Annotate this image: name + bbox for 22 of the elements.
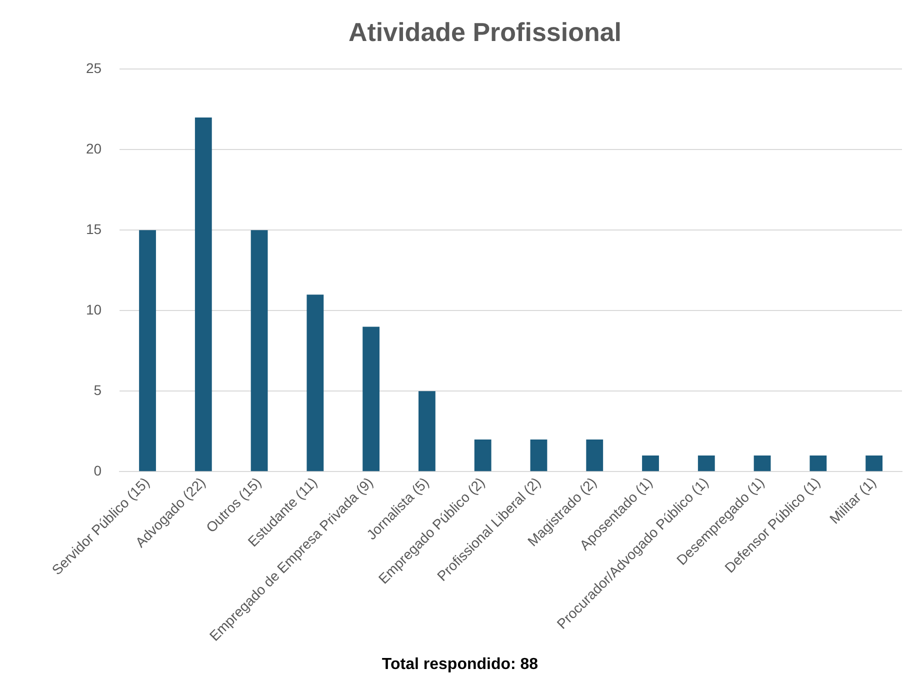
bar [194,117,212,472]
bar [418,391,436,472]
bar [698,456,715,472]
bar [530,439,548,472]
y-tick-label: 20 [86,140,102,157]
text: Total respondido: 88 [380,656,540,674]
bar [754,456,771,472]
bar [866,456,883,472]
bar [139,230,156,472]
y-tick-label: 15 [86,221,102,238]
y-tick-label: 0 [94,462,102,479]
y-tick-label: 5 [94,382,102,398]
bar [362,326,380,472]
bar [642,456,659,472]
bar [586,439,604,472]
bar [474,439,492,472]
bar [306,294,324,472]
bar [250,230,268,472]
chart-title: Atividade Profissional [348,16,622,47]
y-tick-label: 25 [86,60,102,76]
bar [810,456,827,472]
y-tick-label: 10 [86,302,102,318]
